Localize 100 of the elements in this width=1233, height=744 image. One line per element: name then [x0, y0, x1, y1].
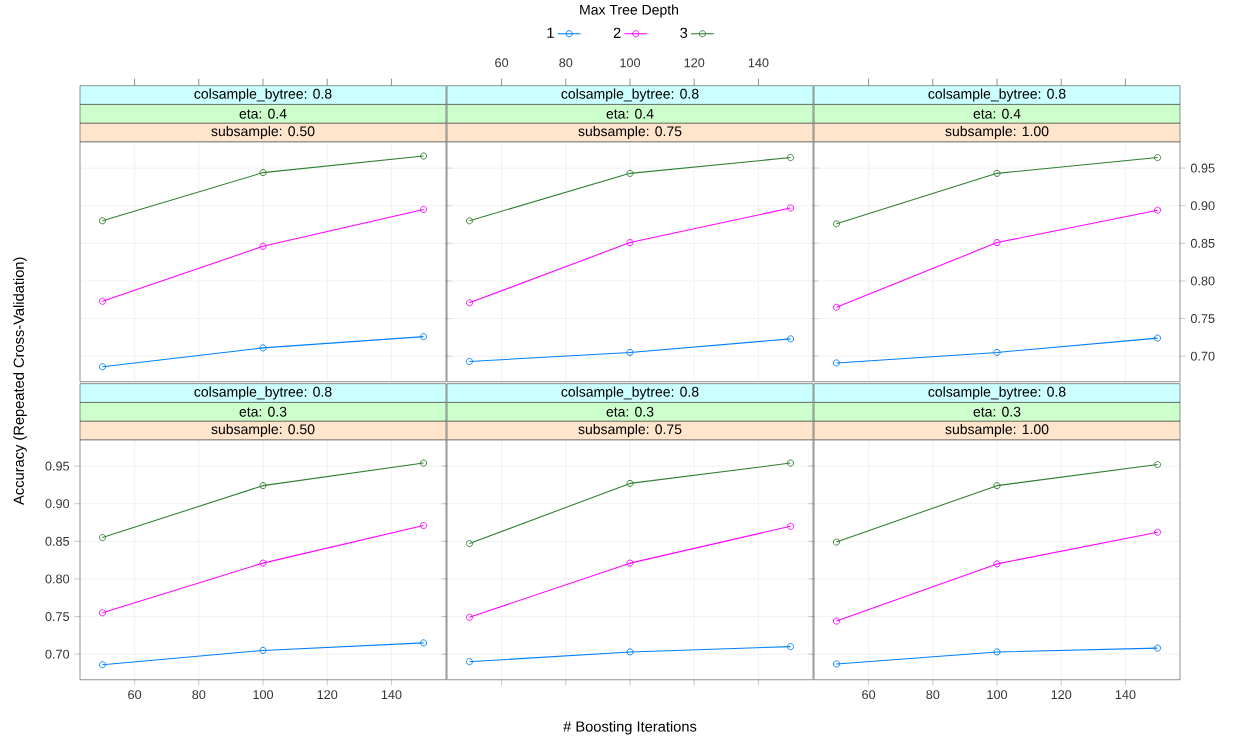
x-tick-label: 100 — [253, 690, 274, 700]
chart-subtitle: eta: 0.4 — [606, 108, 654, 119]
point — [420, 333, 428, 341]
point — [259, 559, 267, 567]
y-tick-label: 0.70 — [45, 649, 70, 659]
point — [98, 609, 107, 617]
x-tick-label: 140 — [381, 690, 402, 700]
chart-subtitle: eta: 0.4 — [239, 108, 287, 119]
chart-subtitle: eta: 0.3 — [973, 406, 1021, 417]
y-tick-label: 0.70 — [1190, 351, 1215, 361]
x-tick-label: 140 — [748, 58, 769, 68]
point — [787, 154, 795, 162]
y-tick-label: 0.95 — [1190, 163, 1215, 173]
point — [626, 349, 634, 357]
point — [787, 459, 795, 467]
point — [420, 639, 428, 647]
point — [787, 335, 795, 343]
y-tick-label: 0.80 — [1190, 276, 1215, 286]
y-tick-label: 0.95 — [45, 461, 70, 471]
point — [993, 482, 1001, 490]
x-tick-label: 60 — [128, 690, 142, 700]
y-axis-title: Accuracy (Repeated Cross-Validation) — [13, 257, 27, 506]
x-tick-label: 80 — [192, 690, 206, 700]
legend-label: 2 — [613, 27, 621, 39]
point — [787, 522, 795, 530]
point — [993, 169, 1001, 178]
point — [993, 349, 1001, 357]
text: subsample: 0.50 — [211, 424, 315, 438]
point — [626, 169, 634, 178]
point — [626, 559, 634, 567]
point — [1153, 334, 1162, 342]
point — [98, 297, 107, 305]
point — [465, 540, 474, 548]
x-tick-label: 60 — [862, 690, 876, 700]
point — [1153, 461, 1162, 469]
point — [259, 482, 267, 490]
point — [832, 220, 841, 228]
point — [465, 299, 474, 307]
point — [1153, 206, 1162, 214]
x-tick-label: 120 — [1051, 690, 1072, 700]
text: subsample: 0.75 — [578, 126, 682, 140]
x-tick-label: 100 — [987, 690, 1008, 700]
x-tick-label: 60 — [495, 58, 509, 68]
y-tick-label: 0.85 — [45, 536, 70, 546]
point — [626, 239, 634, 247]
x-tick-label: 80 — [559, 58, 573, 68]
chart-title: colsample_bytree: 0.8 — [194, 88, 332, 102]
chart-subtitle: eta: 0.4 — [973, 108, 1021, 119]
point — [420, 152, 428, 160]
point — [98, 217, 107, 225]
point — [98, 363, 107, 371]
text: subsample: 1.00 — [945, 126, 1049, 140]
point — [832, 660, 841, 668]
point — [1153, 644, 1162, 652]
point — [787, 643, 795, 651]
point — [259, 344, 267, 352]
point — [787, 204, 795, 212]
point — [832, 617, 841, 625]
x-tick-label: 120 — [317, 690, 338, 700]
chart-title: colsample_bytree: 0.8 — [561, 386, 699, 400]
legend-title: Max Tree Depth — [580, 4, 679, 18]
point — [420, 459, 428, 467]
y-tick-label: 0.75 — [45, 612, 70, 622]
point — [832, 303, 841, 311]
point — [993, 648, 1001, 656]
y-tick-label: 0.80 — [45, 574, 70, 584]
point — [259, 169, 267, 177]
chart-title: colsample_bytree: 0.8 — [928, 386, 1066, 400]
point — [832, 359, 841, 367]
point — [832, 538, 841, 546]
point — [420, 522, 428, 530]
chart-subtitle: eta: 0.3 — [606, 406, 654, 417]
point — [465, 613, 474, 621]
point — [1153, 154, 1162, 162]
x-tick-label: 80 — [926, 690, 940, 700]
point — [993, 560, 1001, 568]
point — [465, 358, 474, 366]
point — [259, 647, 267, 655]
point — [465, 217, 474, 225]
legend-label: 1 — [547, 27, 554, 38]
text: subsample: 0.50 — [211, 126, 315, 140]
y-tick-label: 0.75 — [1190, 314, 1215, 324]
chart-title: colsample_bytree: 0.8 — [561, 88, 699, 102]
text: subsample: 1.00 — [945, 424, 1049, 438]
x-tick-label: 100 — [620, 58, 641, 68]
point — [420, 206, 428, 214]
y-tick-label: 0.85 — [1190, 238, 1215, 248]
point — [465, 658, 474, 666]
point — [98, 534, 107, 542]
x-tick-label: 140 — [1115, 690, 1136, 700]
point — [993, 239, 1001, 247]
x-axis-title: # Boosting Iterations — [563, 721, 697, 735]
x-tick-label: 120 — [684, 58, 705, 68]
y-tick-label: 0.90 — [1190, 201, 1215, 211]
point — [626, 648, 634, 656]
y-tick-label: 0.90 — [45, 499, 70, 509]
point — [1153, 528, 1162, 536]
point — [98, 661, 107, 669]
chart-title: colsample_bytree: 0.8 — [928, 88, 1066, 102]
chart-title: colsample_bytree: 0.8 — [194, 386, 332, 400]
